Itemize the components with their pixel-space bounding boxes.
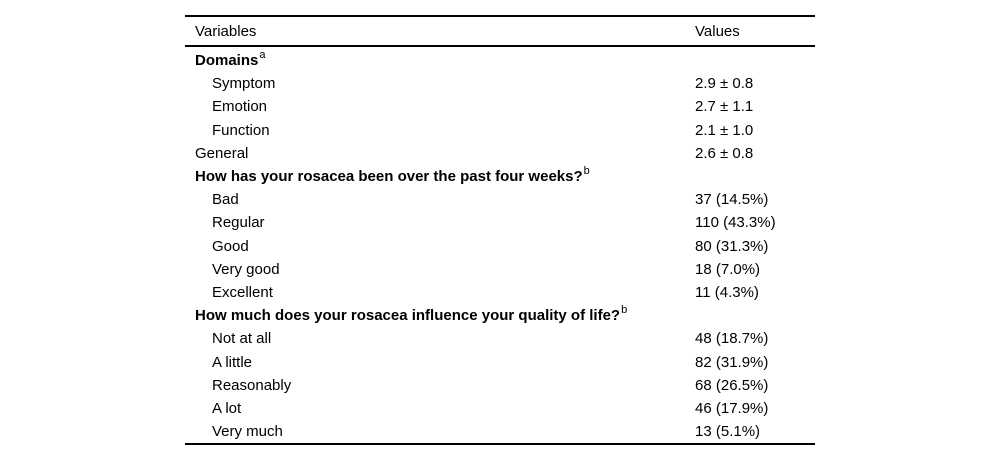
footnote-marker: a <box>259 49 266 62</box>
row-value: 68 (26.5%) <box>695 376 769 394</box>
row-label: How has your rosacea been over the past … <box>195 165 590 186</box>
table-bottom-rule <box>185 443 815 446</box>
footnote-marker: b <box>583 165 590 178</box>
table-row: Good 80 (31.3%) <box>185 235 815 258</box>
row-value: 11 (4.3%) <box>695 283 759 301</box>
table-header-rule <box>185 45 815 47</box>
row-label: Not at all <box>212 330 272 348</box>
table-row: How much does your rosacea influence you… <box>185 304 815 327</box>
row-label: Emotion <box>212 98 268 116</box>
row-value: 82 (31.9%) <box>695 353 769 371</box>
table-row: Bad 37 (14.5%) <box>185 188 815 211</box>
table-row: Reasonably 68 (26.5%) <box>185 374 815 397</box>
row-value: 110 (43.3%) <box>695 214 776 232</box>
row-label: A little <box>212 353 253 371</box>
table-row: Not at all 48 (18.7%) <box>185 327 815 350</box>
row-value: 13 (5.1%) <box>695 423 761 441</box>
table-body: Domainsa Symptom 2.9 ± 0.8 Emotion 2.7 ±… <box>185 47 815 443</box>
row-value: 2.7 ± 1.1 <box>695 98 754 116</box>
row-label: Good <box>212 237 249 255</box>
table-row: A little 82 (31.9%) <box>185 350 815 373</box>
row-label: A lot <box>212 399 242 417</box>
row-label: Regular <box>212 214 265 232</box>
row-label: Symptom <box>212 75 276 93</box>
table-row: Regular 110 (43.3%) <box>185 211 815 234</box>
footnote-marker: b <box>621 304 628 317</box>
table-row: Very good 18 (7.0%) <box>185 258 815 281</box>
column-header-values: Values <box>695 22 740 40</box>
table-row: Very much 13 (5.1%) <box>185 420 815 443</box>
column-header-variables: Variables <box>195 22 257 40</box>
row-value: 37 (14.5%) <box>695 191 769 209</box>
row-label: Very much <box>212 423 283 441</box>
row-label: Reasonably <box>212 376 292 394</box>
row-value: 46 (17.9%) <box>695 399 769 417</box>
row-value: 80 (31.3%) <box>695 237 769 255</box>
table-header-row: Variables Values <box>185 17 815 45</box>
row-value: 48 (18.7%) <box>695 330 769 348</box>
table-row: Emotion 2.7 ± 1.1 <box>185 95 815 118</box>
row-value: 18 (7.0%) <box>695 260 761 278</box>
row-value: 2.1 ± 1.0 <box>695 121 754 139</box>
table-row: A lot 46 (17.9%) <box>185 397 815 420</box>
row-value: 2.6 ± 0.8 <box>695 144 754 162</box>
table-row: Function 2.1 ± 1.0 <box>185 119 815 142</box>
table-row: How has your rosacea been over the past … <box>185 165 815 188</box>
table-row: Domainsa <box>185 49 815 72</box>
table-row: Symptom 2.9 ± 0.8 <box>185 72 815 95</box>
row-label: Function <box>212 121 270 139</box>
row-label: General <box>195 144 249 162</box>
row-label: Very good <box>212 260 280 278</box>
row-label: Excellent <box>212 283 273 301</box>
row-label: Bad <box>212 191 239 209</box>
row-label: How much does your rosacea influence you… <box>195 304 628 325</box>
row-value: 2.9 ± 0.8 <box>695 75 754 93</box>
results-table: Variables Values Domainsa Symptom 2.9 ± … <box>185 15 815 446</box>
table-top-rule <box>185 15 815 17</box>
table-row: General 2.6 ± 0.8 <box>185 142 815 165</box>
table-row: Excellent 11 (4.3%) <box>185 281 815 304</box>
row-label: Domainsa <box>195 49 266 70</box>
